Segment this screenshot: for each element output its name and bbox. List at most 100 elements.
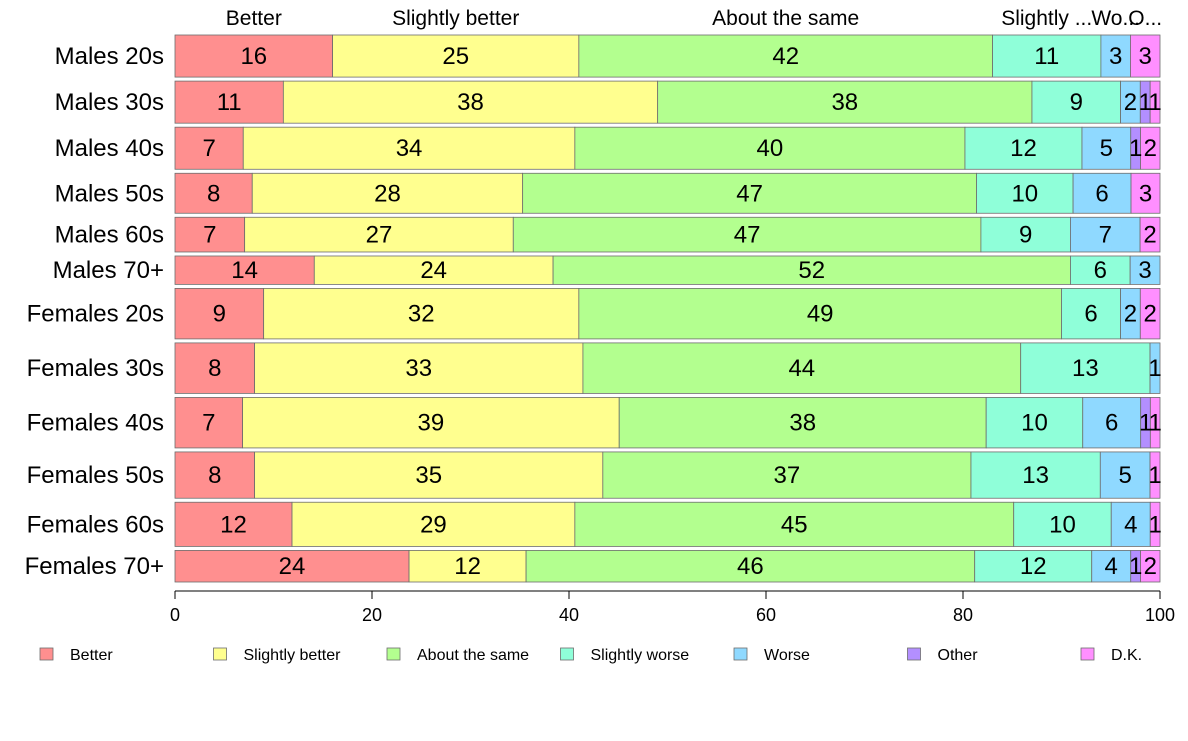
category-label: Males 70+ xyxy=(53,257,164,284)
bar-value-label: 24 xyxy=(279,553,306,580)
legend-label: D.K. xyxy=(1111,647,1142,664)
bar-segment xyxy=(552,255,1071,285)
legend-label: Slightly worse xyxy=(591,647,690,664)
bar-value-label: 9 xyxy=(1019,222,1032,249)
x-tick-label: 80 xyxy=(953,605,973,625)
legend-swatch xyxy=(733,647,748,661)
bar-value-label: 13 xyxy=(1072,355,1099,382)
bar-segment xyxy=(251,172,524,214)
bar-value-label: 8 xyxy=(208,462,221,489)
bar-value-label: 10 xyxy=(1049,511,1076,538)
bar-segment xyxy=(657,80,1033,124)
bar-segment xyxy=(242,126,576,170)
bar-value-label: 9 xyxy=(213,301,226,328)
bar-value-label: 42 xyxy=(772,43,799,70)
top-series-label: Slightly ... xyxy=(1001,7,1092,30)
bar-value-label: 1 xyxy=(1148,355,1161,382)
bar-value-label: 12 xyxy=(454,553,481,580)
x-tick-label: 20 xyxy=(362,605,382,625)
bar-segment xyxy=(602,451,972,499)
bar-segment xyxy=(1140,550,1161,583)
legend-label: About the same xyxy=(417,647,529,664)
category-label: Females 60s xyxy=(27,511,164,538)
bar-segment xyxy=(1081,126,1132,170)
x-tick-label: 100 xyxy=(1145,605,1175,625)
category-label: Males 60s xyxy=(55,222,164,249)
bar-value-label: 2 xyxy=(1144,135,1157,162)
bar-segment xyxy=(1091,550,1132,583)
bar-value-label: 4 xyxy=(1105,553,1118,580)
bar-segment xyxy=(512,216,982,253)
bar-value-label: 7 xyxy=(202,135,215,162)
bar-value-label: 12 xyxy=(220,511,247,538)
top-labels-layer: Better Slightly better About the same Sligh… xyxy=(226,7,1162,30)
bar-value-label: 5 xyxy=(1100,135,1113,162)
bar-value-label: 1 xyxy=(1148,462,1161,489)
category-labels-layer: Males 20s Males 30s Males 40s Males 50s Male… xyxy=(25,43,164,580)
bar-segment xyxy=(174,34,334,78)
bar-value-label: 27 xyxy=(366,222,393,249)
category-label: Females 70+ xyxy=(25,553,164,580)
legend-swatch xyxy=(213,647,227,661)
bar-segment xyxy=(1082,397,1142,449)
legend-swatch xyxy=(386,647,401,661)
bar-segment xyxy=(174,172,253,214)
bar-value-label: 49 xyxy=(807,301,834,328)
bar-value-label: 29 xyxy=(420,511,447,538)
bar-value-label: 45 xyxy=(781,511,808,538)
bar-segment xyxy=(254,342,584,394)
bar-segment xyxy=(1013,501,1112,547)
bar-value-label: 24 xyxy=(420,257,447,284)
bar-value-label: 38 xyxy=(789,410,816,437)
bar-value-label: 46 xyxy=(737,553,764,580)
bar-value-label: 7 xyxy=(203,222,216,249)
category-label: Males 20s xyxy=(55,43,164,70)
bar-segment xyxy=(1129,255,1161,285)
bar-segment xyxy=(1070,255,1131,285)
bar-segment xyxy=(582,342,1022,394)
bar-value-label: 33 xyxy=(405,355,432,382)
bar-value-label: 2 xyxy=(1124,301,1137,328)
bar-segment xyxy=(974,550,1093,583)
bar-value-label: 38 xyxy=(831,89,858,116)
bar-segment xyxy=(964,126,1083,170)
bar-segment xyxy=(313,255,554,285)
bar-segment xyxy=(282,80,659,124)
bar-value-label: 44 xyxy=(788,355,815,382)
bar-segment xyxy=(1070,216,1141,253)
bar-value-label: 5 xyxy=(1118,462,1131,489)
bar-value-label: 12 xyxy=(1010,135,1037,162)
category-label: Females 30s xyxy=(27,355,164,382)
bar-value-label: 3 xyxy=(1139,43,1152,70)
bar-segment xyxy=(1149,451,1161,499)
bar-value-label: 14 xyxy=(231,257,258,284)
bar-value-label: 1 xyxy=(1148,410,1161,437)
bar-value-label: 9 xyxy=(1070,89,1083,116)
bar-value-label: 11 xyxy=(1034,43,1059,70)
bar-segment xyxy=(618,397,987,449)
bar-value-label: 6 xyxy=(1084,301,1097,328)
bar-segment xyxy=(174,288,265,340)
bar-segment xyxy=(980,216,1071,253)
top-series-label: Slightly better xyxy=(392,7,519,30)
legend-swatch xyxy=(560,647,574,661)
bar-value-label: 12 xyxy=(1020,553,1047,580)
value-labels-layer: 16 25 42 11 3 311 38 38 9 2 117 34 40 12 5 1 28 28 47 10 6 37… xyxy=(202,43,1162,580)
bar-value-label: 37 xyxy=(774,462,801,489)
bar-segment xyxy=(1031,80,1121,124)
bar-value-label: 1 xyxy=(1139,89,1152,116)
bar-segment xyxy=(525,550,976,583)
bar-value-label: 32 xyxy=(408,301,435,328)
bar-value-label: 35 xyxy=(415,462,442,489)
top-series-label: Better xyxy=(226,7,282,30)
bar-segment xyxy=(992,34,1102,78)
x-tick-label: 0 xyxy=(170,605,180,625)
bar-value-label: 6 xyxy=(1094,257,1107,284)
bar-segment xyxy=(174,126,244,170)
category-label: Males 30s xyxy=(55,89,164,116)
bar-segment xyxy=(1149,80,1161,124)
bar-segment xyxy=(578,34,993,78)
bar-value-label: 1 xyxy=(1129,135,1142,162)
category-label: Males 50s xyxy=(55,180,164,207)
